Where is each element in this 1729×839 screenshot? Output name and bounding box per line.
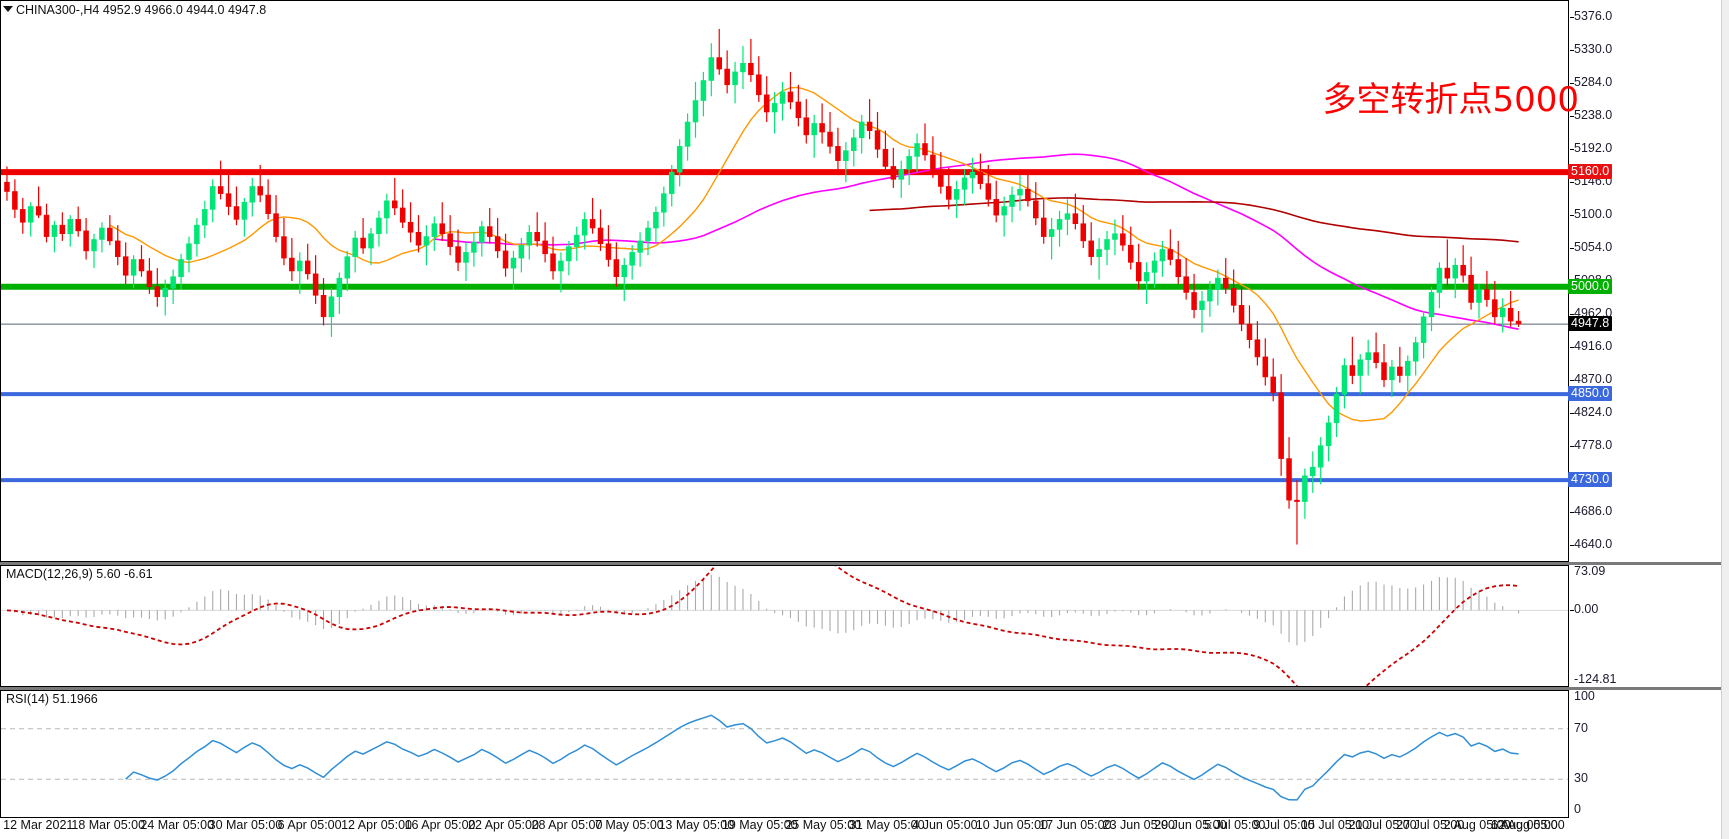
macd-legend: MACD(12,26,9) 5.60 -6.61 — [6, 567, 153, 581]
time-axis-label: 12 Apr 05:00 — [341, 818, 413, 832]
axis-tick — [1570, 83, 1574, 85]
time-axis-label: 19 May 05:00 — [721, 818, 798, 832]
rsi-axis-label: 70 — [1574, 720, 1588, 735]
rsi-legend: RSI(14) 51.1966 — [6, 692, 98, 706]
price-axis-label: 4778.0 — [1570, 438, 1612, 451]
time-axis-label: 24 Mar 05:00 — [140, 818, 215, 832]
time-axis-label: 7 May 05:00 — [594, 818, 664, 832]
time-axis-label: 13 May 05:00 — [658, 818, 735, 832]
price-axis[interactable]: 5376.0 5330.0 5284.0 5238.0 5192.0 5146.0 5100… — [1568, 0, 1729, 562]
macd-axis: 73.09 0.00 -124.81 — [1568, 565, 1729, 687]
macd-plot — [1, 566, 1568, 686]
axis-tick — [1570, 379, 1574, 381]
rsi-axis-label: 100 — [1574, 689, 1595, 703]
time-axis-label: 5 Jul 05:00 — [1204, 818, 1266, 832]
price-axis-label: 5054.0 — [1570, 241, 1612, 253]
time-axis-label: 6 Apr 05:00 — [277, 818, 342, 832]
macd-panel[interactable] — [0, 565, 1569, 687]
axis-tick — [1570, 445, 1574, 447]
time-axis-label: 12 Mar 2021 — [3, 818, 74, 832]
time-axis-label: 4 Jun 05:00 — [912, 818, 978, 832]
macd-axis-label: -124.81 — [1574, 672, 1617, 686]
axis-tick — [1570, 313, 1574, 315]
time-axis-label: 10 Jun 05:00 — [975, 818, 1049, 832]
price-axis-label: 4870.0 — [1570, 373, 1612, 385]
price-axis-label: 4686.0 — [1570, 504, 1612, 517]
price-axis-label: 4916.0 — [1570, 340, 1612, 352]
price-badge-5160-0[interactable]: 5160.0 — [1568, 164, 1613, 180]
price-plot — [1, 28, 1568, 545]
time-axis-label: 30 Mar 05:00 — [208, 818, 283, 832]
axis-tick — [1570, 248, 1574, 250]
axis-tick — [1570, 511, 1574, 513]
time-axis[interactable]: 12 Mar 2021 18 Mar 05:00 24 Mar 05:00 30 Ma… — [0, 818, 1569, 839]
axis-tick — [1570, 149, 1574, 151]
price-axis-label: 5192.0 — [1570, 142, 1612, 154]
price-chart-panel[interactable] — [0, 0, 1569, 562]
axis-tick — [1570, 346, 1574, 348]
price-axis-label: 4824.0 — [1570, 406, 1612, 418]
time-axis-label: 12 Aug 05:00 — [1491, 818, 1565, 832]
price-badge-4850-0[interactable]: 4850.0 — [1568, 386, 1613, 402]
macd-axis-label: 0.00 — [1570, 603, 1598, 616]
axis-tick — [1570, 610, 1574, 612]
price-axis-label: 4640.0 — [1570, 537, 1612, 550]
rsi-axis: 100 70 30 0 — [1568, 690, 1729, 818]
time-axis-label: 22 Apr 05:00 — [468, 818, 539, 832]
time-axis-label: 16 Apr 05:00 — [404, 818, 476, 832]
time-axis-label: 25 May 05:00 — [785, 818, 862, 832]
time-axis-label: 18 Mar 05:00 — [71, 818, 146, 832]
price-axis-label: 5376.0 — [1570, 10, 1612, 23]
time-axis-label: 23 Jun 05:00 — [1102, 818, 1175, 832]
price-badge-4947-8[interactable]: 4947.8 — [1568, 316, 1613, 332]
price-axis-label: 5284.0 — [1570, 76, 1612, 89]
axis-tick — [1570, 412, 1574, 414]
time-axis-label: 27 Jul 05:00 — [1396, 818, 1465, 832]
right-scroll-gutter[interactable] — [1721, 0, 1729, 839]
time-axis-label: 2 Aug 05:00 — [1443, 818, 1511, 832]
time-axis-label: 15 Jul 05:00 — [1301, 818, 1370, 832]
time-axis-label: 28 Apr 05:00 — [531, 818, 603, 832]
axis-tick — [1570, 116, 1574, 118]
price-badge-4730-0[interactable]: 4730.0 — [1568, 472, 1613, 488]
rsi-axis-label: 30 — [1574, 771, 1588, 786]
axis-tick — [1570, 544, 1574, 546]
panel-divider-1 — [0, 562, 1729, 565]
chart-annotation-text: 多空转折点5000 — [1322, 80, 1579, 120]
price-badge-5000-0[interactable]: 5000.0 — [1568, 278, 1613, 294]
macd-axis-label: 73.09 — [1574, 564, 1606, 578]
axis-tick — [1570, 50, 1574, 52]
panel-divider-2 — [0, 687, 1729, 690]
time-axis-label: 31 May 05:00 — [848, 818, 925, 832]
time-axis-label: 6 Aug 05:00 — [1491, 818, 1558, 832]
caret-down-icon[interactable] — [3, 6, 13, 12]
time-axis-label: 9 Jul 05:00 — [1253, 818, 1315, 832]
axis-tick — [1570, 17, 1574, 19]
rsi-panel[interactable] — [0, 690, 1569, 818]
price-axis-label: 5100.0 — [1570, 208, 1612, 220]
price-axis-label: 5330.0 — [1570, 43, 1612, 56]
price-axis-label: 4962.0 — [1570, 307, 1612, 319]
rsi-axis-label: 0 — [1574, 802, 1581, 816]
time-axis-label: 29 Jun 05:00 — [1154, 818, 1227, 832]
axis-tick — [1570, 182, 1574, 184]
price-axis-label: 5238.0 — [1570, 109, 1612, 122]
rsi-plot — [1, 714, 1568, 801]
chart-symbol-title: CHINA300-,H4 4952.9 4966.0 4944.0 4947.8 — [16, 3, 267, 17]
time-axis-label: 21 Jul 05:00 — [1348, 818, 1417, 832]
time-axis-label: 17 Jun 05:00 — [1039, 818, 1112, 832]
axis-tick — [1570, 215, 1574, 217]
